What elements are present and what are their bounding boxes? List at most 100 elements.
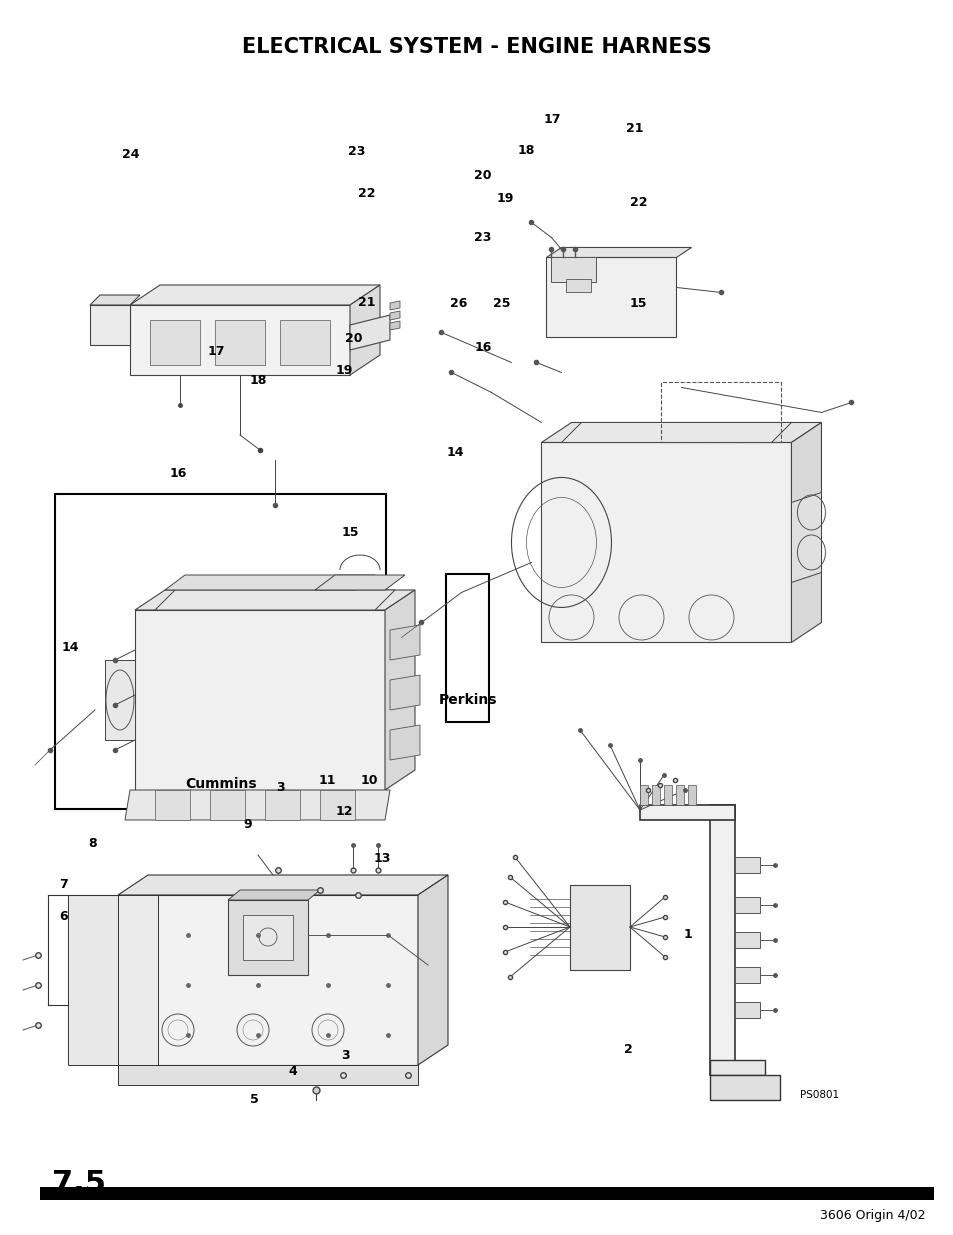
Polygon shape xyxy=(551,257,596,283)
Polygon shape xyxy=(390,725,419,760)
Polygon shape xyxy=(546,247,691,257)
Polygon shape xyxy=(639,785,647,805)
Text: 3606 Origin 4/02: 3606 Origin 4/02 xyxy=(820,1209,925,1221)
Polygon shape xyxy=(734,967,760,983)
Text: 13: 13 xyxy=(374,852,391,864)
Polygon shape xyxy=(135,590,415,610)
Polygon shape xyxy=(709,1060,764,1074)
Text: 20: 20 xyxy=(345,332,362,345)
Polygon shape xyxy=(663,785,671,805)
Text: Perkins: Perkins xyxy=(438,694,497,708)
Polygon shape xyxy=(385,590,415,790)
Polygon shape xyxy=(118,876,448,895)
Text: 7: 7 xyxy=(59,878,68,890)
Polygon shape xyxy=(90,295,140,305)
Polygon shape xyxy=(210,790,245,820)
Polygon shape xyxy=(154,590,395,610)
Text: 3: 3 xyxy=(276,782,285,794)
Polygon shape xyxy=(214,320,265,366)
Text: 11: 11 xyxy=(318,774,335,787)
Polygon shape xyxy=(709,805,734,1074)
Polygon shape xyxy=(417,876,448,1065)
Polygon shape xyxy=(118,1065,417,1086)
Polygon shape xyxy=(118,895,158,1065)
Text: 10: 10 xyxy=(360,774,377,787)
Text: 5: 5 xyxy=(250,1093,258,1105)
Text: 21: 21 xyxy=(357,296,375,309)
Polygon shape xyxy=(566,279,591,293)
Polygon shape xyxy=(319,790,355,820)
Polygon shape xyxy=(280,320,330,366)
Polygon shape xyxy=(228,900,308,974)
Text: 1: 1 xyxy=(682,929,691,941)
Text: 6: 6 xyxy=(59,910,68,923)
Text: 18: 18 xyxy=(517,144,535,157)
Polygon shape xyxy=(243,915,293,960)
Polygon shape xyxy=(350,315,390,350)
Polygon shape xyxy=(390,321,399,330)
Polygon shape xyxy=(350,285,379,375)
Polygon shape xyxy=(687,785,696,805)
Polygon shape xyxy=(561,422,791,442)
Text: 8: 8 xyxy=(88,837,96,850)
Polygon shape xyxy=(734,932,760,948)
Text: 23: 23 xyxy=(348,146,365,158)
Polygon shape xyxy=(546,257,676,337)
Polygon shape xyxy=(734,897,760,913)
Polygon shape xyxy=(125,790,390,820)
Text: 23: 23 xyxy=(474,231,491,243)
Polygon shape xyxy=(651,785,659,805)
Polygon shape xyxy=(118,895,417,1065)
Text: 22: 22 xyxy=(629,196,646,209)
Polygon shape xyxy=(541,422,821,442)
Text: Cummins: Cummins xyxy=(185,777,256,790)
Text: 21: 21 xyxy=(625,122,642,135)
Polygon shape xyxy=(734,1002,760,1018)
Bar xyxy=(40,1187,933,1200)
Text: 24: 24 xyxy=(122,148,139,161)
Polygon shape xyxy=(639,805,734,820)
Polygon shape xyxy=(130,285,379,305)
Polygon shape xyxy=(676,785,683,805)
Text: 3: 3 xyxy=(341,1050,350,1062)
Polygon shape xyxy=(541,442,791,642)
Polygon shape xyxy=(709,1074,780,1100)
Text: 26: 26 xyxy=(450,298,467,310)
Polygon shape xyxy=(390,311,399,320)
Text: 7.5: 7.5 xyxy=(52,1168,106,1198)
Polygon shape xyxy=(228,890,319,900)
Text: 14: 14 xyxy=(62,641,79,653)
Text: 2: 2 xyxy=(623,1044,632,1056)
Text: 9: 9 xyxy=(243,819,252,831)
Polygon shape xyxy=(791,422,821,642)
Polygon shape xyxy=(135,610,385,790)
Text: 19: 19 xyxy=(335,364,353,377)
Polygon shape xyxy=(390,301,399,310)
Text: 16: 16 xyxy=(170,467,187,479)
Text: 14: 14 xyxy=(446,446,463,458)
Polygon shape xyxy=(569,885,629,969)
Text: 18: 18 xyxy=(250,374,267,387)
Polygon shape xyxy=(390,625,419,659)
Text: 16: 16 xyxy=(474,341,491,353)
Text: 25: 25 xyxy=(493,298,510,310)
Polygon shape xyxy=(265,790,299,820)
Polygon shape xyxy=(154,790,190,820)
Text: 20: 20 xyxy=(474,169,491,182)
Text: 19: 19 xyxy=(496,193,513,205)
Polygon shape xyxy=(105,659,135,740)
Text: ELECTRICAL SYSTEM - ENGINE HARNESS: ELECTRICAL SYSTEM - ENGINE HARNESS xyxy=(242,37,711,57)
Polygon shape xyxy=(314,576,405,590)
Polygon shape xyxy=(165,576,375,590)
Polygon shape xyxy=(390,676,419,710)
Text: 12: 12 xyxy=(335,805,353,818)
Text: 17: 17 xyxy=(208,346,225,358)
Text: 22: 22 xyxy=(357,188,375,200)
Polygon shape xyxy=(734,857,760,873)
Bar xyxy=(55,494,386,809)
Polygon shape xyxy=(68,895,118,1065)
Polygon shape xyxy=(791,493,821,583)
Polygon shape xyxy=(90,305,130,345)
Text: 4: 4 xyxy=(288,1066,296,1078)
Text: 15: 15 xyxy=(341,526,358,538)
